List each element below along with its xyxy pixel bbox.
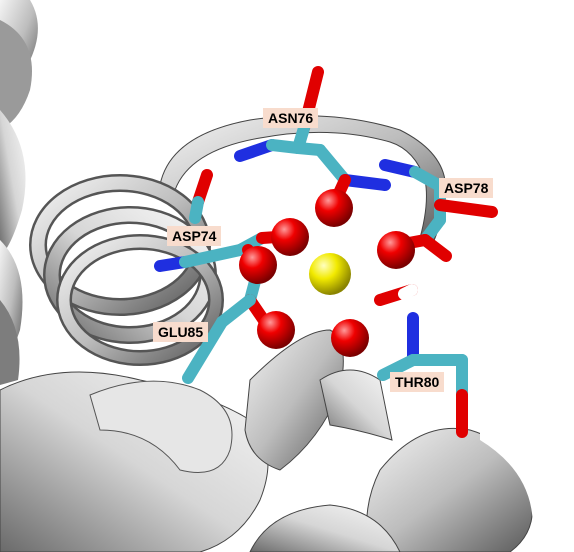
metal-ion	[309, 253, 351, 295]
ribbon-lower	[0, 329, 574, 552]
residue-label-asn76: ASN76	[263, 108, 319, 128]
residue-label-thr80: THR80	[390, 372, 445, 392]
ribbon-helix-left	[29, 174, 224, 366]
ribbon-left-helices	[0, 0, 38, 385]
residue-label-glu85: GLU85	[153, 322, 209, 342]
residue-label-asp78: ASP78	[439, 178, 494, 198]
oxygen-atoms	[239, 189, 415, 357]
residue-label-asp74: ASP74	[167, 226, 222, 246]
